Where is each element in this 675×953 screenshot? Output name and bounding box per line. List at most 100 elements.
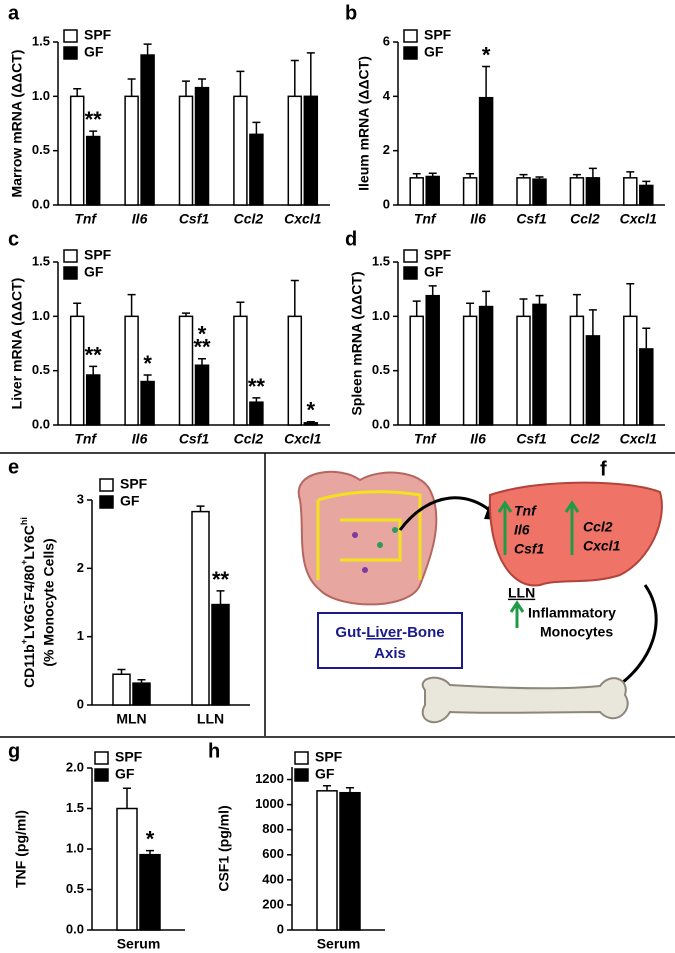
legend-swatch xyxy=(63,46,78,60)
panel-label: g xyxy=(8,740,20,762)
error-bar xyxy=(196,505,205,512)
y-tick-label: 1.5 xyxy=(32,33,50,48)
panel-label: h xyxy=(208,740,220,762)
error-bar xyxy=(143,43,152,56)
bar xyxy=(569,315,585,426)
error-bar xyxy=(626,282,635,317)
error-bar xyxy=(198,78,206,88)
legend-swatch xyxy=(403,266,418,280)
error-bar xyxy=(252,121,261,135)
error-bar xyxy=(143,374,152,382)
legend-swatch xyxy=(294,751,309,765)
y-axis-label: TNF (pg/ml) xyxy=(13,810,29,888)
bar xyxy=(639,184,654,206)
x-tick-label: Ccl2 xyxy=(234,211,264,227)
intestine-lumen xyxy=(316,490,422,580)
bar xyxy=(233,95,248,206)
legend-label: GF xyxy=(84,264,104,280)
error-bar xyxy=(519,298,528,317)
y-tick-label: 6 xyxy=(383,33,390,48)
legend-swatch xyxy=(63,266,78,280)
y-tick-label: 1.0 xyxy=(372,308,390,323)
gene: Csf1 xyxy=(514,541,545,557)
legend-label: GF xyxy=(115,766,135,782)
y-tick-label: 0.0 xyxy=(32,416,50,431)
error-bar xyxy=(588,167,597,178)
x-tick-label: Tnf xyxy=(414,431,437,447)
x-tick-label: Il6 xyxy=(132,211,148,227)
legend-label: GF xyxy=(315,766,335,782)
microbe xyxy=(352,532,358,538)
error-bar xyxy=(466,302,475,317)
legend-swatch xyxy=(294,768,309,782)
microbe xyxy=(377,542,383,548)
error-bar xyxy=(73,302,82,317)
y-axis-label: Ileum mRNA (ΔΔCT) xyxy=(356,56,372,191)
error-bar xyxy=(588,309,597,336)
y-tick-label: 1.0 xyxy=(32,88,50,103)
bar xyxy=(211,603,230,706)
arrow xyxy=(614,584,658,690)
bar xyxy=(409,177,424,206)
bar xyxy=(139,853,161,931)
bone xyxy=(421,676,629,724)
y-tick-label: 0.5 xyxy=(32,362,50,377)
y-tick-label: 0.5 xyxy=(372,362,390,377)
legend-swatch xyxy=(99,495,114,509)
legend-swatch xyxy=(94,768,109,782)
intestine xyxy=(297,470,438,606)
y-tick-label: 1 xyxy=(77,628,84,643)
bar xyxy=(178,95,194,206)
legend-label: SPF xyxy=(424,27,452,43)
y-tick-label: 0.0 xyxy=(372,416,390,431)
y-tick-label: 600 xyxy=(262,846,284,861)
error-bar xyxy=(428,285,437,296)
legend-label: GF xyxy=(120,493,140,509)
microbe xyxy=(392,527,398,533)
error-bar xyxy=(642,327,651,349)
panel-label: f xyxy=(600,458,607,480)
bar xyxy=(425,175,440,206)
bar xyxy=(623,177,638,206)
legend-swatch xyxy=(403,29,418,43)
x-tick-label: Tnf xyxy=(74,211,97,227)
x-tick-label: Tnf xyxy=(414,211,437,227)
bar xyxy=(516,315,531,426)
bar xyxy=(316,790,338,931)
bar xyxy=(287,315,303,426)
x-tick-label: Serum xyxy=(317,936,361,952)
error-bar xyxy=(306,52,315,97)
axis-title: Gut-Liver-Bone xyxy=(335,624,444,641)
bar xyxy=(249,401,264,426)
panel-label: d xyxy=(345,228,357,250)
y-axis-label-part: - xyxy=(19,601,29,604)
bar xyxy=(303,422,319,426)
bar xyxy=(623,315,638,426)
significance: ** xyxy=(193,335,211,360)
legend-label: GF xyxy=(424,44,444,60)
error-bar xyxy=(117,668,126,675)
error-bar xyxy=(89,365,98,376)
y-tick-label: 1000 xyxy=(255,796,284,811)
y-tick-label: 4 xyxy=(383,88,391,103)
x-tick-label: Serum xyxy=(117,936,161,952)
bar xyxy=(339,791,361,931)
bar xyxy=(585,335,601,426)
y-axis-label-part: LY6G xyxy=(21,604,37,639)
diagram: f Tnf Il6 Csf1 Ccl2 Cxcl1 LLN Inflammatory Mono… xyxy=(297,458,663,724)
legend-label: SPF xyxy=(115,749,143,765)
error-bar xyxy=(626,171,635,178)
error-bar xyxy=(572,293,581,317)
y-tick-label: 0.0 xyxy=(66,921,84,936)
error-bar xyxy=(216,590,225,605)
x-tick-label: Csf1 xyxy=(179,211,210,227)
y-axis-label-part: hi xyxy=(19,517,29,525)
bar xyxy=(191,510,210,706)
y-tick-label: 800 xyxy=(262,821,284,836)
bar xyxy=(532,303,547,426)
site-label: LLN xyxy=(508,585,535,601)
